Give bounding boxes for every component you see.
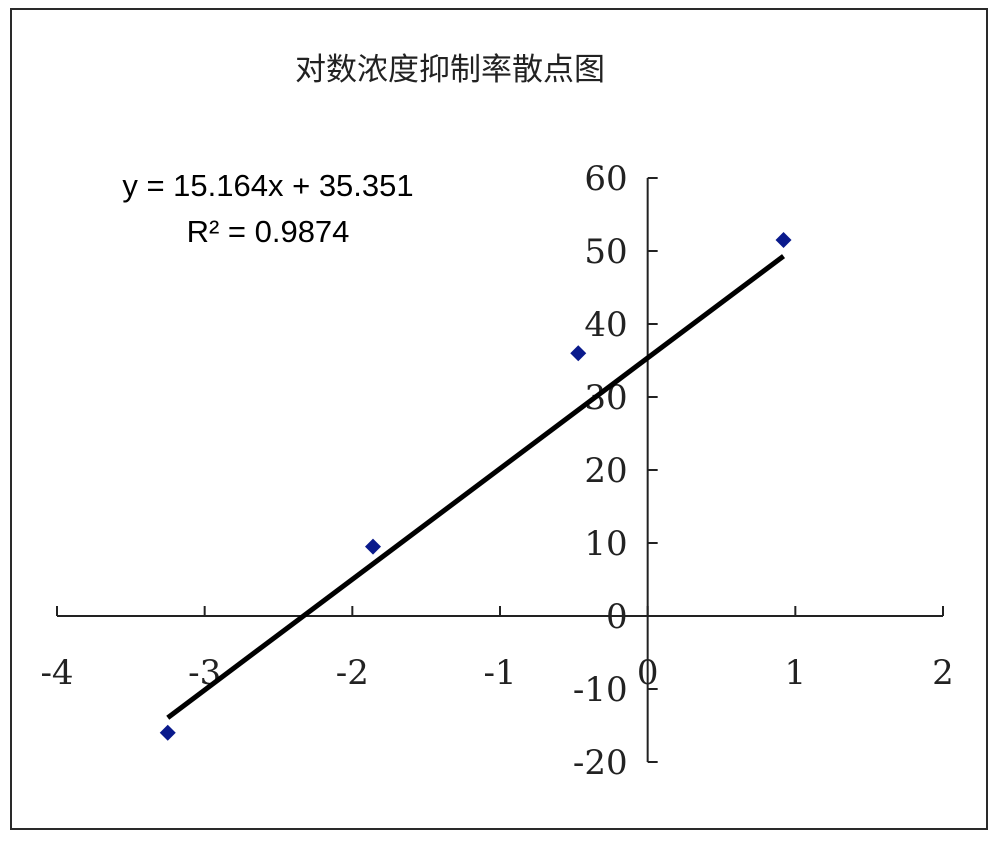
y-tick-label: -20 (573, 743, 628, 783)
y-tick-label: -10 (573, 670, 628, 710)
chart-frame (10, 8, 988, 830)
trendline (166, 254, 786, 720)
x-tick-label: -2 (336, 653, 369, 693)
x-tick-label: 0 (637, 653, 659, 693)
x-tick-label: 2 (932, 653, 954, 693)
chart-title: 对数浓度抑制率散点图 (295, 52, 605, 88)
points-layer (159, 232, 792, 741)
x-tick-label: -3 (188, 653, 221, 693)
data-point-diamond (159, 724, 176, 741)
x-ticks: -4 -3 -2 -1 0 1 2 (40, 606, 954, 693)
data-point-diamond (775, 232, 792, 249)
x-tick-label: 1 (785, 653, 807, 693)
trendline-r-squared: R² = 0.9874 (187, 214, 350, 249)
y-tick-label: 0 (606, 597, 628, 637)
x-tick-label: -1 (483, 653, 516, 693)
y-tick-label: 40 (584, 305, 627, 345)
y-tick-label: 60 (584, 159, 627, 199)
x-tick-label: -4 (40, 653, 73, 693)
trendline-layer (166, 254, 786, 720)
y-tick-label: 50 (584, 232, 627, 272)
trendline-equation: y = 15.164x + 35.351 (122, 168, 413, 203)
data-point-diamond (570, 345, 587, 362)
data-point-diamond (365, 538, 382, 555)
y-tick-label: 10 (584, 524, 627, 564)
y-tick-label: 20 (584, 451, 627, 491)
